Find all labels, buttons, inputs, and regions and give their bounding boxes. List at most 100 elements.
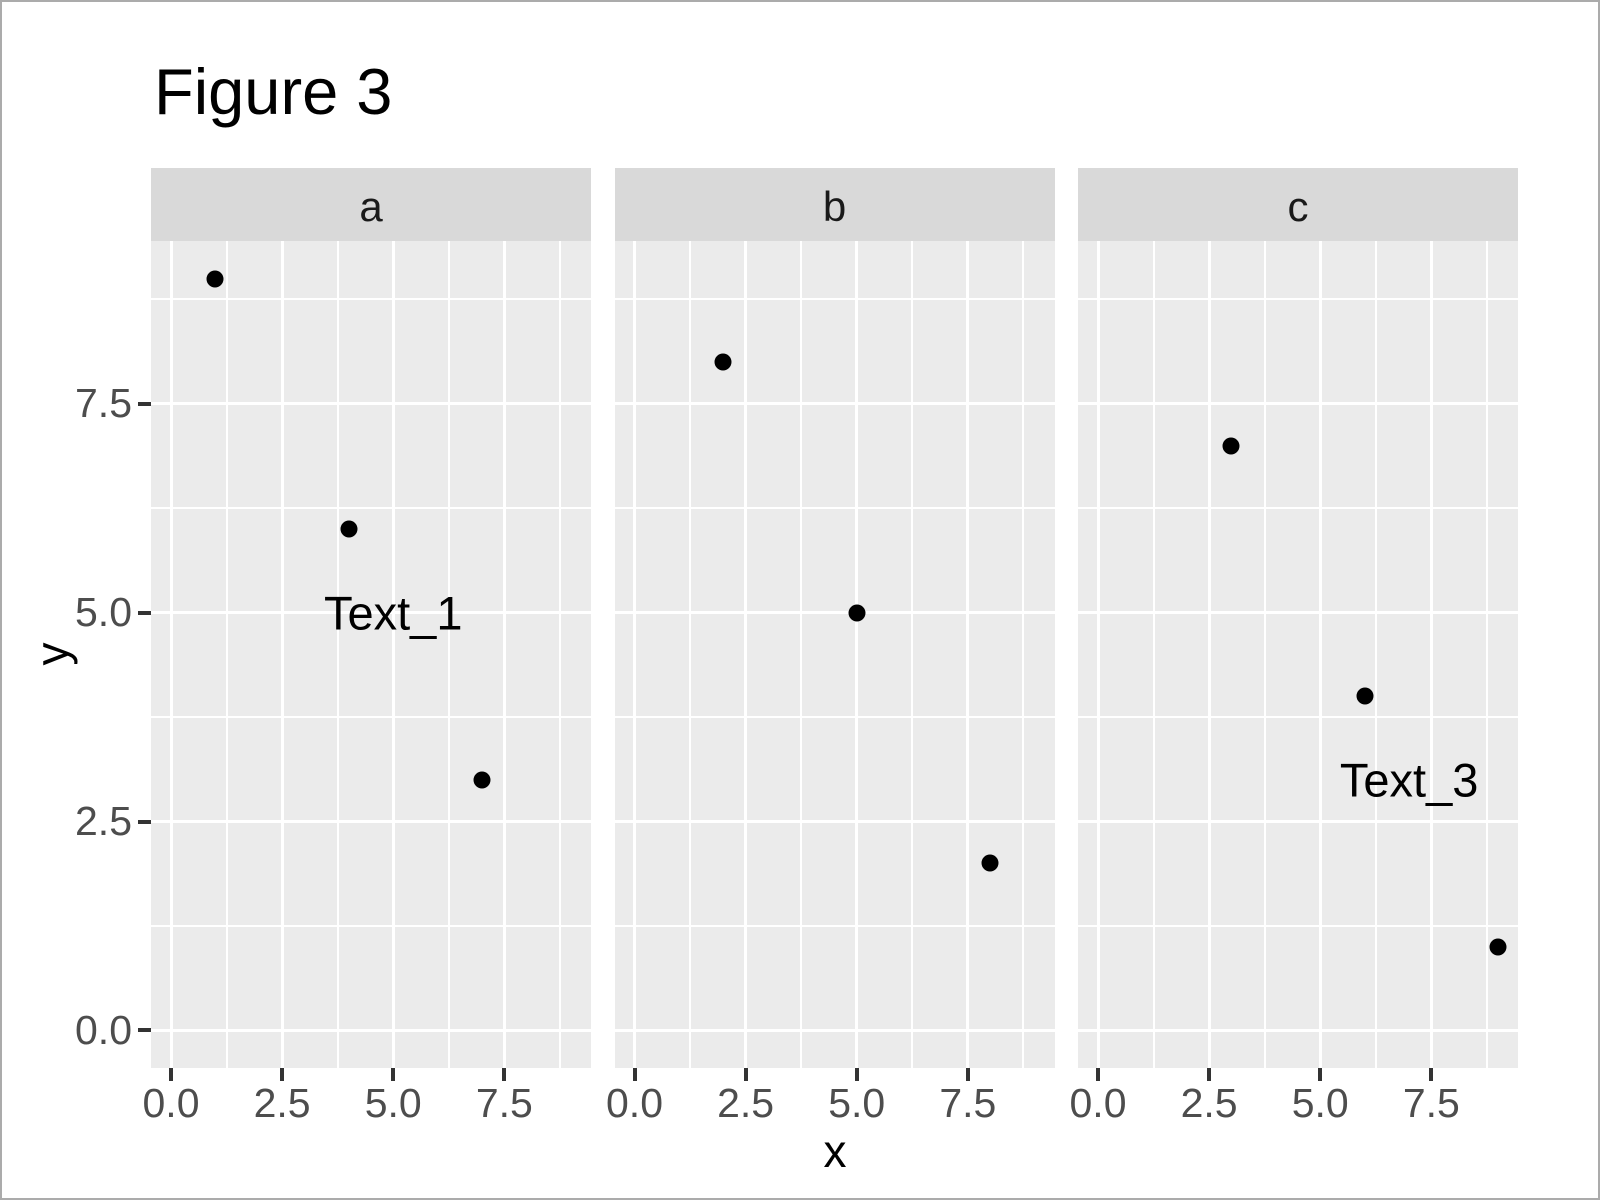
y-axis-tick-label: 7.5 <box>75 380 132 427</box>
x-axis-tick-label: 2.5 <box>717 1080 775 1126</box>
minor-gridline-horizontal <box>1078 716 1518 719</box>
plot-title: Figure 3 <box>154 55 393 128</box>
major-gridline-horizontal <box>614 820 1055 824</box>
y-axis-tick-label: 5.0 <box>75 589 132 636</box>
data-point <box>1222 437 1240 455</box>
x-axis-tick <box>743 1068 748 1081</box>
data-point <box>981 854 999 872</box>
minor-gridline-horizontal <box>614 507 1055 510</box>
major-gridline-vertical <box>169 241 173 1068</box>
minor-gridline-vertical <box>689 241 692 1068</box>
major-gridline-horizontal <box>1078 820 1518 824</box>
minor-gridline-horizontal <box>151 298 591 301</box>
minor-gridline-horizontal <box>151 507 591 510</box>
data-point <box>340 520 358 538</box>
x-axis-tick <box>632 1068 637 1081</box>
y-axis-tick-label: 2.5 <box>75 798 132 845</box>
x-axis-tick <box>1318 1068 1323 1081</box>
major-gridline-vertical <box>1207 241 1211 1068</box>
facet-strip-label: c <box>1287 182 1309 230</box>
major-gridline-vertical <box>1096 241 1100 1068</box>
x-axis-tick <box>391 1068 396 1081</box>
minor-gridline-vertical <box>1374 241 1377 1068</box>
major-gridline-horizontal <box>151 1028 591 1032</box>
minor-gridline-vertical <box>1152 241 1155 1068</box>
facet-strip-label: b <box>822 182 847 230</box>
x-axis-tick-label: 7.5 <box>475 1080 533 1126</box>
x-axis-tick <box>854 1068 859 1081</box>
y-axis-tick <box>138 819 151 824</box>
x-axis-tick <box>1096 1068 1100 1081</box>
facet-strip: b <box>614 168 1055 241</box>
y-axis-tick <box>138 401 151 406</box>
x-axis-tick <box>280 1068 285 1081</box>
data-point <box>473 771 491 789</box>
major-gridline-horizontal <box>151 402 591 406</box>
major-gridline-vertical <box>855 241 859 1068</box>
y-axis-tick-label: 0.0 <box>75 1006 132 1053</box>
minor-gridline-vertical <box>1022 241 1025 1068</box>
x-axis-tick-label: 2.5 <box>253 1080 311 1126</box>
x-axis-tick <box>502 1068 507 1081</box>
y-axis-tick <box>138 1028 151 1033</box>
major-gridline-vertical <box>633 241 636 1068</box>
minor-gridline-vertical <box>558 241 561 1068</box>
major-gridline-horizontal <box>1078 611 1518 615</box>
major-gridline-horizontal <box>151 820 591 824</box>
x-axis-tick-label: 7.5 <box>939 1080 997 1126</box>
text-annotation: Text_1 <box>323 586 463 640</box>
major-gridline-horizontal <box>614 611 1055 615</box>
x-axis-tick-label: 5.0 <box>1291 1080 1349 1126</box>
major-gridline-vertical <box>391 241 395 1068</box>
minor-gridline-horizontal <box>151 924 591 927</box>
minor-gridline-horizontal <box>1078 298 1518 301</box>
minor-gridline-vertical <box>800 241 803 1068</box>
minor-gridline-horizontal <box>614 924 1055 927</box>
minor-gridline-horizontal <box>1078 507 1518 510</box>
x-axis-tick-label: 5.0 <box>828 1080 886 1126</box>
minor-gridline-vertical <box>225 241 228 1068</box>
facet-panel: Text_3 <box>1078 241 1518 1068</box>
x-axis-tick-label: 2.5 <box>1180 1080 1238 1126</box>
text-annotation: Text_3 <box>1339 753 1479 807</box>
major-gridline-vertical <box>1318 241 1322 1068</box>
minor-gridline-horizontal <box>1078 924 1518 927</box>
major-gridline-horizontal <box>614 402 1055 406</box>
x-axis-tick-label: 0.0 <box>1069 1080 1127 1126</box>
facet-strip: a <box>151 168 591 241</box>
minor-gridline-horizontal <box>614 716 1055 719</box>
facet-strip-label: a <box>359 182 383 230</box>
facet-panel <box>614 241 1055 1068</box>
major-gridline-vertical <box>1429 241 1433 1068</box>
data-point <box>848 604 866 622</box>
major-gridline-horizontal <box>614 1028 1055 1032</box>
minor-gridline-vertical <box>447 241 450 1068</box>
x-axis-tick-label: 5.0 <box>364 1080 422 1126</box>
minor-gridline-vertical <box>911 241 914 1068</box>
x-axis-tick <box>1429 1068 1434 1081</box>
major-gridline-vertical <box>280 241 284 1068</box>
data-point <box>206 270 224 288</box>
facet-panel: Text_1 <box>151 241 591 1068</box>
y-axis-tick <box>138 610 151 615</box>
minor-gridline-vertical <box>1263 241 1266 1068</box>
minor-gridline-vertical <box>1485 241 1488 1068</box>
x-axis-tick-label: 0.0 <box>606 1080 663 1126</box>
minor-gridline-horizontal <box>151 716 591 719</box>
x-axis-tick <box>169 1068 173 1081</box>
x-axis-tick-label: 0.0 <box>142 1080 200 1126</box>
major-gridline-vertical <box>502 241 506 1068</box>
data-point <box>1489 938 1507 956</box>
facet-strip: c <box>1078 168 1518 241</box>
x-axis-tick-label: 7.5 <box>1402 1080 1460 1126</box>
minor-gridline-vertical <box>336 241 339 1068</box>
major-gridline-horizontal <box>1078 402 1518 406</box>
data-point <box>714 353 732 371</box>
x-axis-title: x <box>823 1125 847 1177</box>
x-axis-tick <box>965 1068 970 1081</box>
major-gridline-horizontal <box>1078 1028 1518 1032</box>
major-gridline-vertical <box>744 241 748 1068</box>
major-gridline-horizontal <box>151 611 591 615</box>
minor-gridline-horizontal <box>614 298 1055 301</box>
